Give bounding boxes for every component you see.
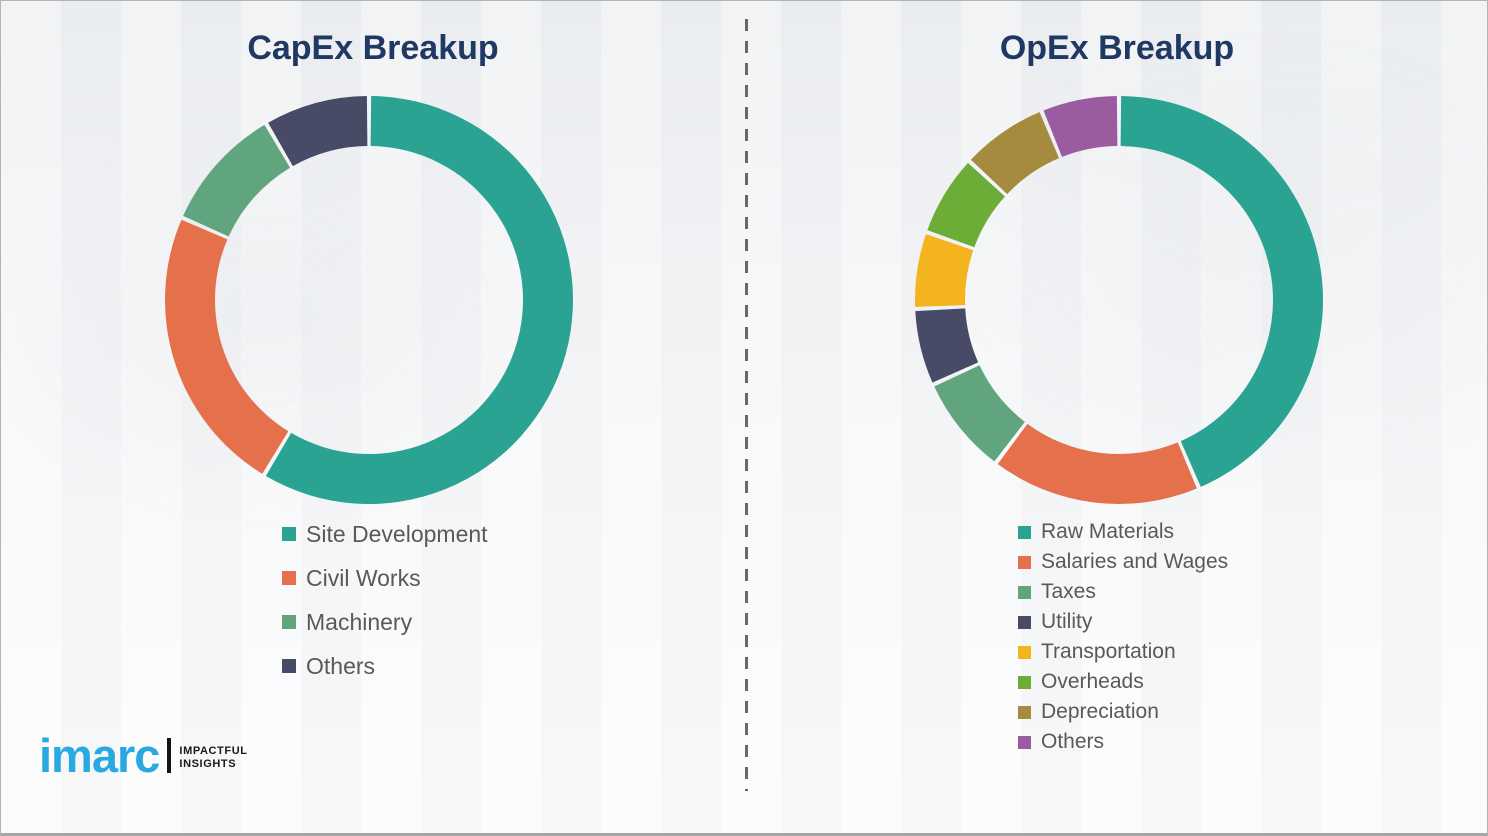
capex-donut-chart bbox=[161, 92, 577, 508]
capex-legend: Site Development Civil Works Machinery Othe… bbox=[282, 512, 488, 688]
donut-segment-overheads bbox=[927, 162, 1005, 248]
legend-item-raw-materials: Raw Materials bbox=[1018, 517, 1228, 547]
donut-segment-taxes bbox=[934, 365, 1025, 462]
logo-tagline-line1: IMPACTFUL bbox=[179, 744, 248, 757]
legend-swatch-icon bbox=[1018, 615, 1031, 629]
logo-tagline-line2: INSIGHTS bbox=[179, 758, 237, 771]
legend-label: Machinery bbox=[306, 608, 413, 635]
donut-segment-others bbox=[268, 96, 368, 167]
legend-item-machinery: Machinery bbox=[282, 600, 488, 644]
legend-swatch-icon bbox=[1018, 585, 1031, 599]
legend-label: Others bbox=[306, 652, 376, 679]
dashed-divider-line bbox=[745, 19, 748, 791]
legend-item-overheads: Overheads bbox=[1018, 667, 1228, 697]
legend-swatch-icon bbox=[282, 615, 296, 629]
legend-label: Utility bbox=[1041, 610, 1093, 633]
donut-segment-site-development bbox=[265, 96, 573, 504]
legend-item-depreciation: Depreciation bbox=[1018, 697, 1228, 727]
donut-segment-machinery bbox=[183, 124, 291, 237]
donut-segment-others bbox=[1043, 96, 1118, 157]
legend-swatch-icon bbox=[1018, 675, 1031, 689]
legend-swatch-icon bbox=[282, 659, 296, 673]
legend-swatch-icon bbox=[1018, 525, 1031, 539]
legend-item-civil-works: Civil Works bbox=[282, 556, 488, 600]
legend-item-others: Others bbox=[282, 644, 488, 688]
legend-label: Taxes bbox=[1041, 580, 1096, 603]
legend-item-utility: Utility bbox=[1018, 607, 1228, 637]
donut-segment-salaries-and-wages bbox=[997, 423, 1197, 505]
opex-chart-title: OpEx Breakup bbox=[999, 29, 1235, 67]
legend-swatch-icon bbox=[1018, 645, 1031, 659]
legend-item-others: Others bbox=[1018, 727, 1228, 757]
legend-swatch-icon bbox=[1018, 735, 1031, 749]
capex-chart-title: CapEx Breakup bbox=[247, 29, 499, 67]
legend-item-salaries-and-wages: Salaries and Wages bbox=[1018, 547, 1228, 577]
legend-item-site-development: Site Development bbox=[282, 512, 488, 556]
opex-legend: Raw Materials Salaries and Wages Taxes Util… bbox=[1018, 517, 1228, 757]
legend-swatch-icon bbox=[1018, 705, 1031, 719]
donut-segment-transportation bbox=[915, 234, 974, 307]
legend-swatch-icon bbox=[1018, 555, 1031, 569]
logo-tagline: IMPACTFUL INSIGHTS bbox=[179, 745, 247, 773]
legend-label: Others bbox=[1041, 730, 1105, 753]
legend-label: Raw Materials bbox=[1041, 520, 1175, 543]
legend-label: Overheads bbox=[1041, 670, 1144, 693]
opex-donut-chart bbox=[911, 92, 1327, 508]
legend-label: Transportation bbox=[1041, 640, 1176, 663]
legend-label: Depreciation bbox=[1041, 700, 1159, 723]
donut-segment-utility bbox=[915, 308, 979, 383]
imarc-logo: imarc IMPACTFUL INSIGHTS bbox=[39, 729, 248, 782]
legend-label: Salaries and Wages bbox=[1041, 550, 1229, 573]
legend-item-taxes: Taxes bbox=[1018, 577, 1228, 607]
legend-label: Site Development bbox=[306, 520, 488, 547]
donut-segment-raw-materials bbox=[1120, 96, 1323, 487]
legend-swatch-icon bbox=[282, 527, 296, 541]
donut-segment-depreciation bbox=[970, 112, 1060, 195]
legend-swatch-icon bbox=[282, 571, 296, 585]
donut-segment-civil-works bbox=[164, 219, 289, 474]
logo-separator-bar bbox=[167, 738, 172, 774]
logo-wordmark: imarc bbox=[39, 729, 160, 782]
legend-label: Civil Works bbox=[306, 564, 421, 591]
legend-item-transportation: Transportation bbox=[1018, 637, 1228, 667]
